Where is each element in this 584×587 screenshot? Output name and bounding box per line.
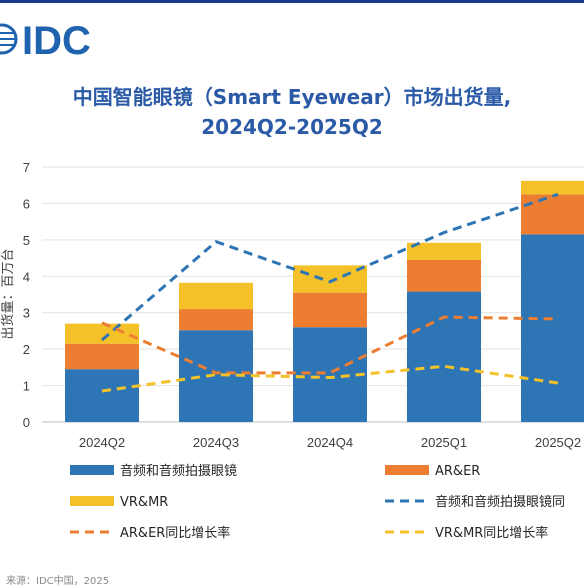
- bar-arer: [179, 309, 253, 331]
- legend-label: AR&ER: [435, 464, 480, 479]
- bar-arer: [521, 194, 584, 235]
- y-tick-label: 6: [23, 196, 30, 211]
- x-tick-label: 2024Q2: [79, 435, 125, 450]
- y-tick-label: 4: [23, 269, 30, 284]
- y-tick-label: 5: [23, 233, 30, 248]
- bar-audio: [293, 327, 367, 422]
- legend-label: VR&MR同比增长率: [435, 525, 548, 541]
- y-axis-label: 出货量：百万台: [0, 248, 16, 339]
- y-tick-label: 7: [23, 160, 30, 175]
- bar-audio: [521, 234, 584, 422]
- y-tick-label: 1: [23, 379, 30, 394]
- bar-vrmr: [65, 323, 139, 344]
- chart-title-line-2: 2024Q2-2025Q2: [201, 115, 383, 139]
- legend-label: 音频和音频拍摄眼镜: [120, 463, 237, 479]
- top-border: [0, 0, 584, 3]
- legend-swatch-box: [70, 496, 114, 506]
- bar-vrmr: [407, 242, 481, 260]
- brand-name: IDC: [22, 19, 91, 63]
- line-audio-yoy: [101, 192, 559, 342]
- bar-arer: [65, 343, 139, 370]
- globe-icon: [0, 23, 18, 55]
- chart-title-line-1: 中国智能眼镜（Smart Eyewear）市场出货量,: [72, 85, 512, 109]
- line-vrmr-yoy: [101, 364, 559, 393]
- bar-audio: [407, 291, 481, 422]
- legend-swatch-box: [385, 465, 429, 475]
- legend-swatch-box: [70, 465, 114, 475]
- bar-arer: [293, 292, 367, 328]
- legend-label: AR&ER同比增长率: [120, 525, 230, 541]
- legend-label: 音频和音频拍摄眼镜同: [435, 494, 565, 510]
- y-tick-label: 2: [23, 342, 30, 357]
- x-tick-label: 2024Q4: [307, 435, 353, 450]
- legend-label: VR&MR: [120, 495, 168, 510]
- bar-vrmr: [521, 180, 584, 195]
- y-tick-label: 3: [23, 306, 30, 321]
- x-tick-label: 2024Q3: [193, 435, 239, 450]
- x-tick-label: 2025Q2: [535, 435, 581, 450]
- chart-title: 中国智能眼镜（Smart Eyewear）市场出货量, 2024Q2-2025Q…: [0, 82, 584, 142]
- source-note: 来源：IDC中国，2025: [6, 576, 110, 587]
- bar-vrmr: [293, 265, 367, 293]
- bar-arer: [407, 259, 481, 292]
- x-tick-label: 2025Q1: [421, 435, 467, 450]
- y-tick-label: 0: [23, 415, 30, 430]
- line-arer-yoy: [101, 315, 559, 375]
- idc-logo: IDC: [0, 19, 91, 63]
- bar-audio: [65, 369, 139, 422]
- bar-vrmr: [179, 282, 253, 310]
